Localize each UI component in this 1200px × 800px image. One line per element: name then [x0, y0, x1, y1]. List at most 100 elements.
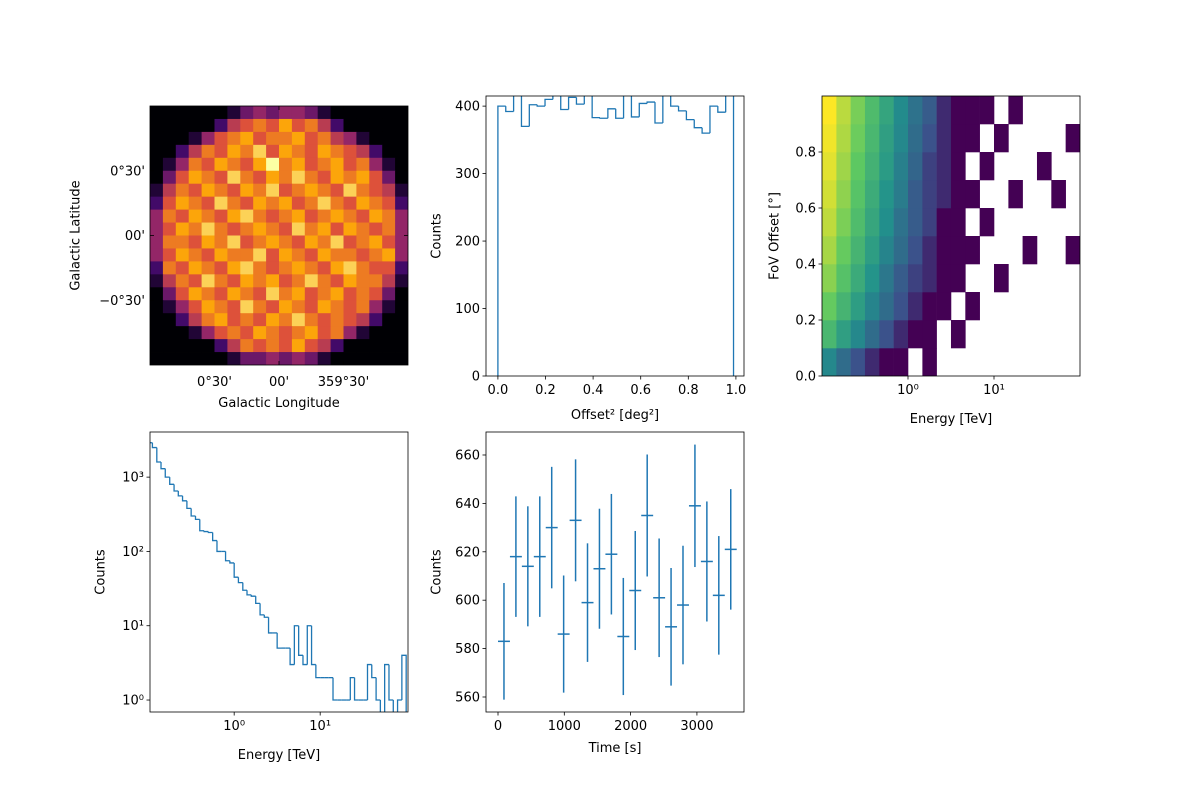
histogram-step	[306, 625, 312, 665]
histogram-step	[505, 106, 514, 113]
pixel	[175, 222, 190, 236]
pixel	[356, 106, 370, 120]
pixel	[330, 235, 344, 249]
histogram-step	[654, 102, 663, 124]
pixel	[330, 131, 344, 146]
pixel	[227, 209, 241, 223]
pixel	[382, 326, 396, 340]
pixel	[162, 274, 177, 288]
pixel	[227, 326, 241, 340]
x-axis-label: Time [s]	[588, 741, 642, 756]
pixel	[291, 326, 306, 340]
histogram-step	[224, 551, 230, 562]
hist2d-cell	[879, 292, 894, 321]
pixel	[240, 209, 254, 223]
pixel	[317, 300, 331, 314]
pixel	[266, 287, 280, 301]
pixel	[162, 157, 177, 172]
axes-frame	[485, 431, 745, 713]
pixel	[162, 326, 177, 340]
pixel	[356, 287, 370, 301]
hist2d-cell	[922, 124, 937, 153]
pixel	[240, 287, 254, 301]
pixel	[369, 235, 383, 249]
hist2d-cell	[879, 152, 894, 181]
hist2d-cell	[822, 292, 837, 321]
x-tick-label: 1.0	[726, 383, 747, 398]
x-tick-label: 10⁰	[223, 719, 245, 734]
pixel	[175, 352, 190, 365]
pixel	[343, 248, 357, 262]
hist2d-cell	[850, 264, 866, 293]
pixel	[150, 248, 164, 262]
hist2d-cell	[864, 124, 880, 153]
histogram-step	[186, 500, 192, 510]
hist2d-cell	[850, 208, 866, 237]
pixel	[266, 170, 280, 185]
pixel	[369, 118, 383, 133]
hist2d-cell	[922, 236, 937, 265]
y-tick-label: 200	[455, 235, 480, 250]
pixel	[150, 183, 164, 198]
pixel	[343, 170, 357, 185]
pixel	[343, 352, 357, 365]
pixel	[240, 274, 254, 288]
pixel	[162, 261, 177, 275]
pixel	[162, 222, 177, 236]
y-tick-label: 00'	[125, 229, 145, 244]
pixel	[291, 352, 306, 365]
hist2d-cell	[836, 180, 851, 209]
y-tick-label: 10¹	[122, 619, 144, 634]
x-tick-label: 10⁰	[897, 383, 919, 398]
axes-frame	[485, 95, 745, 377]
pixel	[253, 144, 267, 159]
histogram-step	[207, 531, 213, 534]
hist2d-cell	[922, 208, 937, 237]
histogram-step	[560, 96, 569, 111]
x-tick-label: 2000	[614, 719, 647, 734]
pixel	[214, 274, 228, 288]
hist2d-cell	[836, 96, 851, 125]
pixel	[162, 183, 177, 198]
histogram-step	[276, 632, 282, 649]
pixel	[240, 339, 254, 353]
pixel	[253, 339, 267, 353]
pixel	[382, 131, 396, 146]
pixel	[214, 183, 228, 198]
pixel	[162, 209, 177, 223]
histogram-step	[203, 530, 209, 533]
hist2d-cell	[864, 292, 880, 321]
pixel	[330, 209, 344, 223]
hist2d-cell	[822, 348, 837, 376]
pixel	[369, 106, 383, 120]
pixel	[150, 339, 164, 353]
pixel	[330, 248, 344, 262]
pixel	[304, 106, 319, 120]
pixel	[279, 170, 293, 185]
pixel	[356, 144, 370, 159]
pixel	[291, 144, 306, 159]
pixel	[304, 209, 319, 223]
pixel	[214, 196, 228, 210]
hist2d-cell	[850, 152, 866, 181]
histogram-step	[599, 117, 608, 119]
y-axis-label: FoV Offset [°]	[768, 192, 783, 280]
y-tick-label: −0°30'	[99, 294, 145, 309]
pixel	[201, 157, 215, 172]
hist2d-cell	[822, 264, 837, 293]
pixel	[188, 313, 202, 327]
pixel	[369, 287, 383, 301]
pixel	[175, 131, 190, 146]
pixel	[188, 300, 202, 314]
pixel	[240, 313, 254, 327]
histogram-step	[199, 519, 205, 532]
pixel	[356, 326, 370, 340]
y-tick-label: 0.2	[795, 314, 816, 329]
pixel	[382, 300, 396, 314]
pixel	[279, 222, 293, 236]
pixel	[343, 209, 357, 223]
pixel	[382, 339, 396, 353]
histogram-step	[366, 663, 372, 701]
hist2d-cell	[864, 96, 880, 125]
pixel	[266, 157, 280, 172]
